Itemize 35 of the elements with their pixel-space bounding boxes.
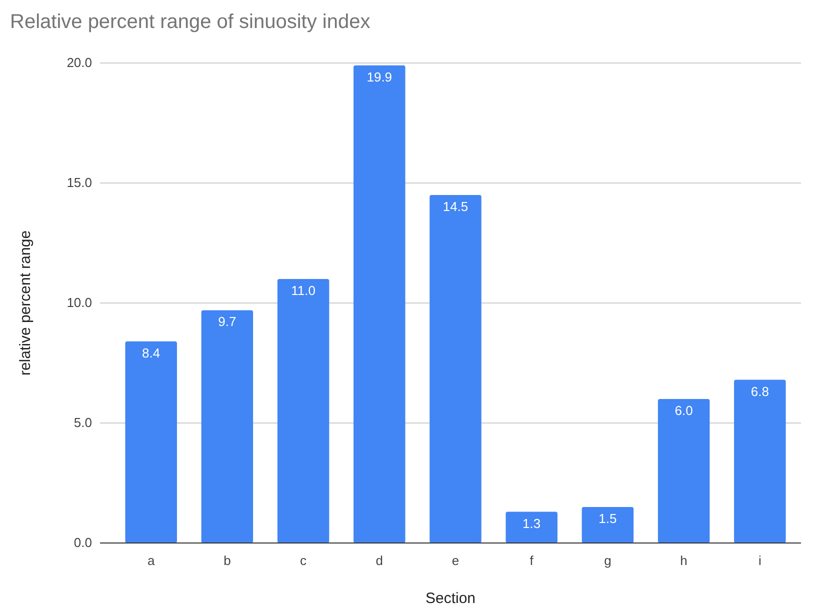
- y-tick-label: 20.0: [66, 55, 92, 70]
- x-tick-label: i: [758, 553, 762, 568]
- bar: [582, 507, 634, 543]
- bar: [201, 310, 254, 543]
- data-label: 11.0: [291, 283, 316, 298]
- bar: [658, 399, 710, 543]
- data-label: 9.7: [218, 314, 236, 330]
- data-label: 14.5: [442, 199, 468, 214]
- x-tick-label: e: [452, 553, 460, 568]
- bar: [430, 195, 482, 543]
- x-tick-label: g: [604, 553, 612, 568]
- x-tick-label: a: [147, 553, 156, 568]
- bar: [734, 380, 786, 543]
- bar: [277, 279, 330, 543]
- data-label: 1.5: [598, 511, 617, 526]
- y-tick-label: 10.0: [66, 295, 92, 310]
- bar: [506, 512, 558, 543]
- data-label: 6.8: [750, 384, 769, 399]
- x-tick-label: d: [376, 553, 384, 568]
- data-label: 1.3: [522, 516, 541, 531]
- x-tick-label: f: [530, 553, 534, 568]
- data-label: 8.4: [142, 345, 160, 360]
- data-label: 6.0: [674, 403, 693, 418]
- data-label: 19.9: [366, 69, 392, 84]
- y-tick-label: 0.0: [74, 535, 92, 550]
- x-tick-label: c: [300, 553, 308, 568]
- y-tick-label: 15.0: [66, 175, 92, 190]
- y-axis-title: relative percent range: [17, 230, 34, 376]
- x-tick-label: h: [680, 553, 688, 568]
- x-tick-label: b: [224, 553, 231, 568]
- chart-title: Relative percent range of sinuosity index: [10, 11, 370, 33]
- bar: [354, 65, 406, 543]
- x-axis-title: Section: [425, 590, 476, 607]
- bar: [125, 341, 177, 543]
- y-tick-label: 5.0: [74, 415, 92, 430]
